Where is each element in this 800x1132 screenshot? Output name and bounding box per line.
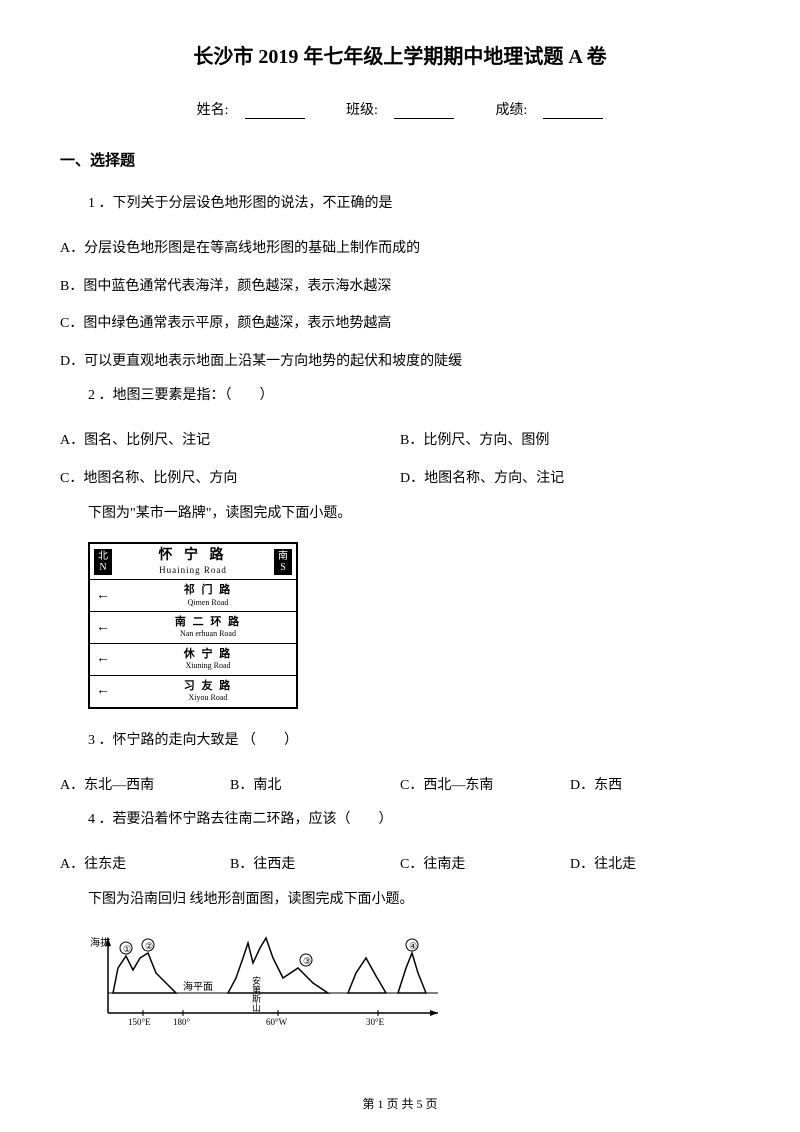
q1-option-c: C．图中绿色通常表示平原，颜色越深，表示地势越高 [60,307,740,341]
sign-row-3: ← 习 友 路 Xiyou Road [90,676,296,707]
q1-option-a: A．分层设色地形图是在等高线地形图的基础上制作而成的 [60,232,740,266]
score-label: 成绩: [495,103,527,118]
q4-option-d: D．往北走 [570,848,740,882]
xtick-0: 150°E [128,1017,151,1027]
q2-option-d: D．地图名称、方向、注记 [400,462,740,496]
andes-label: 安第斯山 [251,975,261,1012]
xtick-3: 30°E [366,1017,385,1027]
sea-level-label: 海平面 [183,980,213,993]
class-blank [394,103,454,119]
q4-options: A．往东走 B．往西走 C．往南走 D．往北走 [60,848,740,882]
road-3-cn: 习 友 路 [126,680,290,693]
class-label: 班级: [346,103,378,118]
q3-options: A．东北—西南 B．南北 C．西北—东南 D．东西 [60,769,740,803]
badge-south-en: S [278,562,288,573]
page-title: 长沙市 2019 年七年级上学期期中地理试题 A 卷 [60,40,740,69]
road-1: 南 二 环 路 Nan erhuan Road [126,616,290,639]
road-0: 祁 门 路 Qimen Road [126,584,290,607]
q2-options-row-2: C．地图名称、比例尺、方向 D．地图名称、方向、注记 [60,462,740,496]
q3-option-a: A．东北—西南 [60,769,230,803]
y-axis-label: 海拔 [90,936,110,949]
page-footer: 第 1 页 共 5 页 [0,1095,800,1112]
q4-option-b: B．往西走 [230,848,400,882]
sign-row-2: ← 休 宁 路 Xiuning Road [90,644,296,676]
sign-header: 北 N 怀 宁 路 Huaining Road 南 S [90,544,296,581]
q2-option-b: B．比例尺、方向、图例 [400,424,740,458]
road-2: 休 宁 路 Xiuning Road [126,648,290,671]
q3-option-d: D．东西 [570,769,740,803]
q1-option-b: B．图中蓝色通常代表海洋，颜色越深，表示海水越深 [60,270,740,304]
road-sign-figure: 北 N 怀 宁 路 Huaining Road 南 S ← 祁 门 路 Qime… [88,542,298,709]
terrain-profile-figure: 海拔 海平面 ① ② 安第斯山 ③ ④ 150°E 180° 60°W 30°E [88,928,448,1033]
xtick-2: 60°W [266,1017,288,1027]
badge-south-cn: 南 [278,551,288,562]
context-2: 下图为沿南回归 线地形剖面图，读图完成下面小题。 [60,886,740,914]
road-2-cn: 休 宁 路 [126,648,290,661]
q2-options-row-1: A．图名、比例尺、注记 B．比例尺、方向、图例 [60,424,740,458]
sign-row-1: ← 南 二 环 路 Nan erhuan Road [90,612,296,644]
road-0-cn: 祁 门 路 [126,584,290,597]
road-1-cn: 南 二 环 路 [126,616,290,629]
question-1-text: 1 ．下列关于分层设色地形图的说法，不正确的是 [60,190,740,218]
q3-option-c: C．西北—东南 [400,769,570,803]
badge-north-cn: 北 [98,551,108,562]
q4-option-c: C．往南走 [400,848,570,882]
question-4-text: 4 ．若要沿着怀宁路去往南二环路，应该（ ） [60,806,740,834]
marker-1: ① [123,944,131,954]
context-1: 下图为"某市一路牌"，读图完成下面小题。 [60,500,740,528]
q1-option-d: D．可以更直观地表示地面上沿某一方向地势的起伏和坡度的陡缓 [60,345,740,379]
road-0-en: Qimen Road [126,598,290,608]
road-2-en: Xiuning Road [126,661,290,671]
arrow-icon: ← [96,620,126,636]
arrow-icon: ← [96,683,126,699]
xtick-1: 180° [173,1017,191,1027]
marker-2: ② [145,941,153,951]
name-label: 姓名: [197,103,229,118]
road-3: 习 友 路 Xiyou Road [126,680,290,703]
road-1-en: Nan erhuan Road [126,629,290,639]
q3-option-b: B．南北 [230,769,400,803]
q2-option-a: A．图名、比例尺、注记 [60,424,400,458]
arrow-icon: ← [96,588,126,604]
sign-main-cn: 怀 宁 路 [112,547,274,565]
badge-south: 南 S [274,549,292,575]
name-blank [245,103,305,119]
sign-main-title: 怀 宁 路 Huaining Road [112,547,274,577]
badge-north: 北 N [94,549,112,575]
q2-option-c: C．地图名称、比例尺、方向 [60,462,400,496]
q4-option-a: A．往东走 [60,848,230,882]
profile-svg: 海拔 海平面 ① ② 安第斯山 ③ ④ 150°E 180° 60°W 30°E [88,928,448,1028]
badge-north-en: N [98,562,108,573]
sign-row-0: ← 祁 门 路 Qimen Road [90,580,296,612]
arrow-icon: ← [96,651,126,667]
question-2-text: 2 ．地图三要素是指：（ ） [60,382,740,410]
question-3-text: 3 ．怀宁路的走向大致是 （ ） [60,727,740,755]
marker-3: ③ [303,956,311,966]
sign-main-en: Huaining Road [112,565,274,577]
header-fields: 姓名: 班级: 成绩: [60,99,740,119]
road-3-en: Xiyou Road [126,693,290,703]
score-blank [543,103,603,119]
marker-4: ④ [409,941,417,951]
section-1-title: 一、选择题 [60,149,740,170]
